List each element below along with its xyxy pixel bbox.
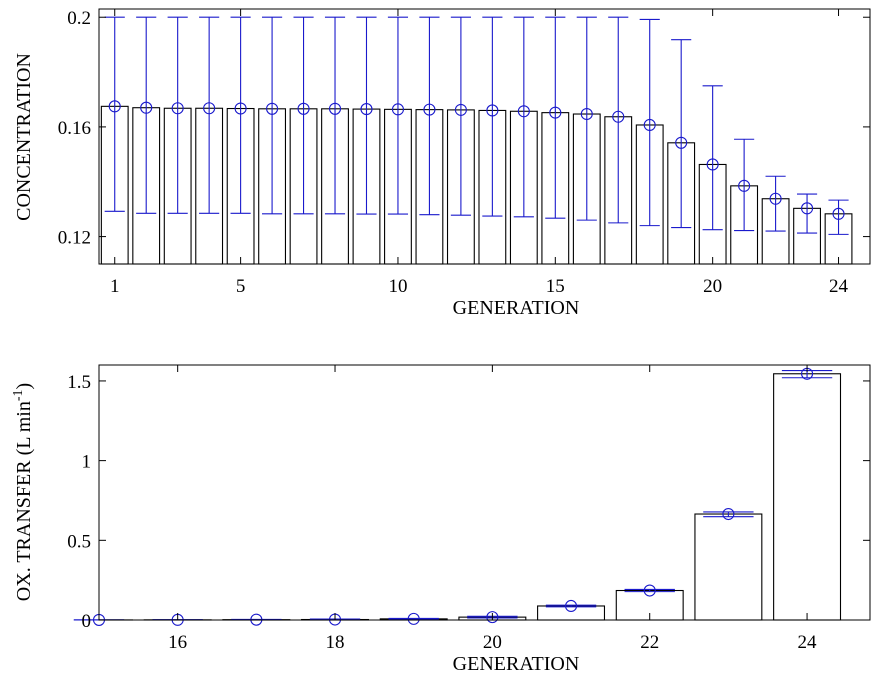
concentration-point — [140, 101, 153, 114]
oxygen-transfer-x-axis-label: GENERATION — [453, 653, 580, 675]
concentration-error-bar — [671, 39, 692, 229]
concentration-point — [549, 106, 562, 119]
oxygen-transfer-point — [407, 612, 420, 625]
concentration-point — [801, 202, 814, 215]
concentration-point — [675, 136, 688, 149]
concentration-y-tick-label: 0.12 — [58, 228, 91, 249]
concentration-y-tick-label: 0.16 — [58, 118, 91, 139]
concentration-error-bar — [545, 16, 566, 219]
concentration-point — [171, 102, 184, 115]
concentration-error-bar — [356, 16, 377, 215]
concentration-error-bar — [608, 16, 629, 224]
concentration-x-tick-label: 20 — [703, 276, 722, 297]
concentration-error-bar — [262, 16, 283, 215]
concentration-point — [234, 102, 247, 115]
oxygen-transfer-point — [643, 584, 656, 597]
concentration-error-bar — [419, 16, 440, 216]
oxygen-transfer-error-bar — [388, 612, 439, 625]
concentration-point — [328, 102, 342, 115]
concentration-error-bars — [104, 16, 849, 235]
concentration-point — [486, 104, 499, 117]
oxygen-transfer-y-label-exponent: -1 — [11, 389, 26, 401]
oxygen-transfer-point — [486, 611, 499, 624]
concentration-error-bar — [230, 16, 251, 214]
concentration-point — [454, 103, 467, 116]
oxygen-transfer-y-axis-label: OX. TRANSFER (L min-1) — [11, 383, 35, 601]
concentration-error-bar — [293, 16, 314, 215]
concentration-y-tick-labels: 0.12 0.16 0.2 — [58, 8, 91, 248]
oxygen-transfer-y-tick-label: 0 — [82, 611, 92, 632]
concentration-bars — [100, 105, 853, 265]
concentration-x-axis-label: GENERATION — [453, 297, 580, 319]
oxygen-transfer-y-label-close: ) — [13, 383, 35, 390]
concentration-point — [423, 103, 436, 116]
concentration-error-bar — [639, 18, 660, 227]
concentration-x-tick-label: 1 — [110, 276, 120, 297]
oxygen-transfer-error-bar — [624, 584, 675, 597]
concentration-error-bar — [796, 193, 818, 234]
concentration-error-bar — [199, 16, 220, 214]
concentration-error-bar — [702, 85, 723, 231]
oxygen-transfer-bars — [98, 373, 842, 621]
concentration-point — [391, 103, 405, 116]
concentration-point — [738, 179, 751, 192]
concentration-error-bar — [765, 175, 786, 232]
concentration-error-bar — [576, 16, 597, 221]
concentration-x-tick-labels: 1 5 10 15 20 24 — [110, 276, 849, 297]
concentration-point — [769, 192, 782, 205]
concentration-point — [360, 103, 373, 116]
concentration-point — [643, 118, 656, 132]
concentration-error-bar — [167, 16, 188, 214]
concentration-point — [706, 158, 719, 171]
concentration-y-tick-label: 0.2 — [67, 8, 91, 29]
oxygen-transfer-y-tick-label: 0.5 — [67, 531, 91, 552]
concentration-point — [203, 102, 216, 115]
oxygen-transfer-x-tick-label: 16 — [168, 632, 187, 653]
oxygen-transfer-error-bar — [703, 507, 754, 521]
oxygen-transfer-y-tick-labels: 0 0.5 1 1.5 — [67, 372, 91, 632]
concentration-axes-frame — [98, 8, 871, 265]
oxygen-transfer-point — [564, 599, 578, 613]
oxygen-transfer-x-tick-labels: 16 18 20 22 24 — [168, 632, 817, 653]
concentration-point — [297, 102, 310, 115]
oxygen-transfer-ticks — [99, 365, 870, 621]
oxygen-transfer-x-tick-label: 22 — [640, 632, 659, 653]
concentration-y-axis-label: CONCENTRATION — [13, 53, 35, 221]
concentration-error-bar — [450, 16, 471, 216]
concentration-chart: 1 5 10 15 20 24 0.120.160.2 GENERATION CONCEN… — [13, 8, 871, 319]
oxygen-transfer-x-tick-label: 18 — [326, 632, 345, 653]
concentration-error-bar — [104, 16, 125, 212]
oxygen-transfer-bar — [694, 513, 763, 621]
oxygen-transfer-x-tick-label: 20 — [483, 632, 502, 653]
oxygen-transfer-chart: 16 18 20 22 24 0 0.5 1 1.5 GENERATION OX. TRANS… — [11, 364, 871, 675]
concentration-error-bar — [136, 16, 157, 214]
concentration-x-tick-label: 5 — [236, 276, 246, 297]
oxygen-transfer-bar — [773, 373, 842, 621]
concentration-point — [580, 107, 593, 121]
oxygen-transfer-x-tick-label: 24 — [798, 632, 818, 653]
concentration-ticks — [99, 9, 870, 264]
concentration-error-bar — [513, 16, 534, 218]
concentration-error-bar — [387, 16, 409, 215]
concentration-point — [266, 102, 279, 115]
oxygen-transfer-y-tick-label: 1 — [82, 452, 92, 473]
concentration-point — [517, 105, 530, 118]
oxygen-transfer-point — [722, 507, 735, 521]
oxygen-transfer-error-bar — [545, 599, 597, 613]
oxygen-transfer-y-label-main: OX. TRANSFER (L min — [13, 401, 35, 601]
concentration-x-tick-label: 10 — [388, 276, 407, 297]
oxygen-transfer-y-tick-label: 1.5 — [67, 372, 91, 393]
concentration-point — [832, 207, 845, 220]
concentration-error-bar — [482, 16, 503, 217]
concentration-x-tick-label: 15 — [546, 276, 565, 297]
oxygen-transfer-axes-frame — [98, 364, 871, 621]
oxygen-transfer-bar — [537, 605, 606, 621]
concentration-error-bar — [828, 199, 849, 235]
concentration-x-tick-label: 24 — [829, 276, 849, 297]
concentration-point — [612, 110, 625, 123]
concentration-error-bar — [734, 138, 755, 232]
concentration-error-bar — [324, 16, 346, 215]
concentration-point — [108, 100, 121, 113]
